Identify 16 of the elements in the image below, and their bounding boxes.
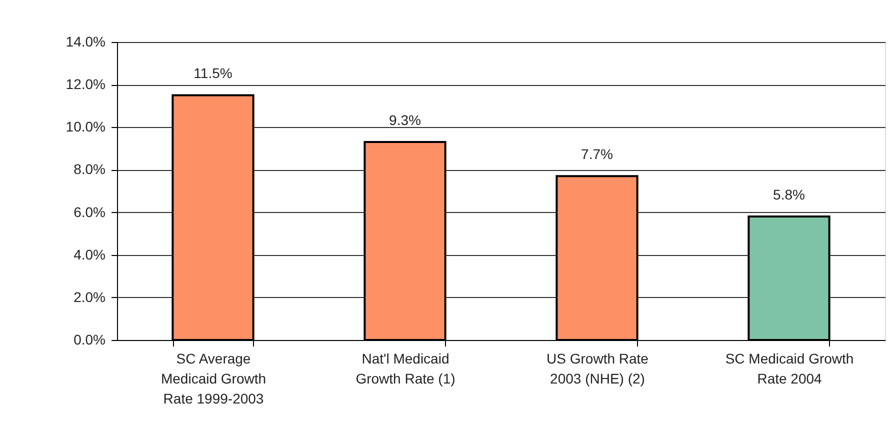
y-tick-label: 6.0% xyxy=(74,204,106,220)
x-tick-label: SC Medicaid Growth Rate 2004 xyxy=(725,350,854,386)
y-tick-label: 8.0% xyxy=(74,161,106,178)
data-label: 7.7% xyxy=(581,146,613,162)
x-tick-label: Nat'l Medicaid Growth Rate (1) xyxy=(356,350,456,386)
data-label: 5.8% xyxy=(773,186,805,203)
y-tick-label: 12.0% xyxy=(66,76,106,92)
data-label: 9.3% xyxy=(389,112,421,128)
y-tick-label: 10.0% xyxy=(66,118,106,135)
y-tick-label: 2.0% xyxy=(74,288,106,305)
y-tick-label: 0.0% xyxy=(74,332,106,348)
y-tick-label: 4.0% xyxy=(74,246,106,262)
data-label: 11.5% xyxy=(194,65,232,82)
x-tick-label: SC Average Medicaid Growth Rate 1999-2003 xyxy=(160,350,266,406)
x-tick-label: US Growth Rate 2003 (NHE) (2) xyxy=(546,350,649,386)
y-tick-label: 14.0% xyxy=(66,34,106,50)
